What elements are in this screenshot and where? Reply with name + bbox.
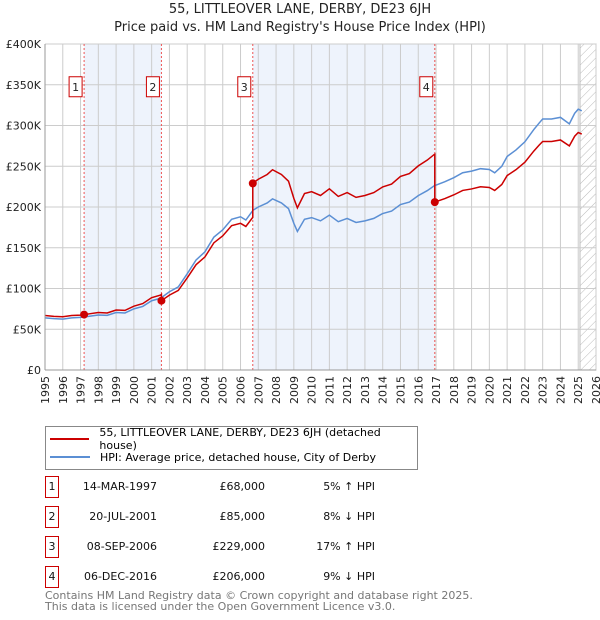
sale-label-box [68, 76, 83, 98]
sale-marker-label: 2 [45, 506, 59, 528]
sale-label: 4 [423, 81, 430, 94]
legend-swatch-hpi [50, 456, 90, 458]
y-tick-label: £250K [6, 160, 42, 173]
sale-hpi-delta: 5% ↑ HPI [323, 480, 375, 493]
sale-label-box [145, 76, 160, 98]
sale-label: 2 [149, 81, 156, 94]
y-tick-label: £200K [6, 201, 42, 214]
x-tick-label: 2019 [466, 376, 479, 404]
legend-item-hpi: HPI: Average price, detached house, City… [50, 449, 376, 465]
sale-label-box [419, 76, 434, 98]
sale-hpi-delta: 8% ↓ HPI [323, 510, 375, 523]
sale-point [80, 310, 89, 319]
x-tick-label: 1996 [57, 376, 70, 404]
sale-point [430, 198, 439, 207]
x-tick-label: 2016 [412, 376, 425, 404]
x-tick-label: 2004 [199, 376, 212, 404]
sale-price: £85,000 [219, 510, 266, 523]
legend-label-hpi: HPI: Average price, detached house, City… [100, 450, 377, 464]
sale-price: £68,000 [219, 480, 266, 493]
sale-label: 1 [72, 81, 79, 94]
attribution: Contains HM Land Registry data © Crown c… [45, 590, 473, 612]
y-tick-label: £350K [6, 79, 42, 92]
sale-point [248, 179, 257, 188]
x-tick-label: 2021 [501, 376, 514, 404]
x-tick-label: 2024 [554, 376, 567, 404]
x-tick-label: 2003 [181, 376, 194, 404]
sale-point [157, 296, 166, 305]
legend-swatch-price [50, 438, 90, 440]
attribution-line-1: Contains HM Land Registry data © Crown c… [45, 589, 473, 602]
x-tick-label: 2008 [270, 376, 283, 404]
y-tick-label: £100K [6, 283, 42, 296]
x-tick-label: 2015 [394, 376, 407, 404]
x-tick-label: 1999 [110, 376, 123, 404]
x-tick-label: 2018 [448, 376, 461, 404]
x-tick-label: 2009 [288, 376, 301, 404]
x-tick-label: 2020 [483, 376, 496, 404]
sale-marker-label: 4 [45, 566, 59, 588]
x-tick-label: 2002 [163, 376, 176, 404]
x-tick-label: 2026 [590, 376, 600, 404]
sale-hpi-delta: 9% ↓ HPI [323, 570, 375, 583]
sale-row: 1 14-MAR-1997 £68,000 5% ↑ HPI [45, 476, 375, 498]
x-tick-label: 1997 [75, 376, 88, 404]
x-tick-label: 2023 [537, 376, 550, 404]
sale-row: 2 20-JUL-2001 £85,000 8% ↓ HPI [45, 506, 375, 528]
x-tick-label: 2005 [217, 376, 230, 404]
attribution-line-2: This data is licensed under the Open Gov… [45, 600, 396, 613]
x-tick-label: 2001 [146, 376, 159, 404]
x-tick-label: 2025 [572, 376, 585, 404]
sale-label: 3 [241, 81, 248, 94]
x-tick-label: 2007 [252, 376, 265, 404]
sale-row: 3 08-SEP-2006 £229,000 17% ↑ HPI [45, 536, 375, 558]
x-tick-label: 2012 [341, 376, 354, 404]
y-tick-label: £0 [27, 364, 41, 377]
x-tick-label: 2000 [128, 376, 141, 404]
price-chart: 1995 1996 1997 1998 1999 2000 2001 2002 2003 2004… [6, 38, 600, 404]
sale-row: 4 06-DEC-2016 £206,000 9% ↓ HPI [45, 566, 375, 588]
sale-date: 20-JUL-2001 [89, 510, 157, 523]
sale-marker-label: 3 [45, 536, 59, 558]
sale-date: 06-DEC-2016 [83, 570, 157, 583]
y-tick-label: £400K [6, 38, 42, 51]
x-tick-label: 2022 [519, 376, 532, 404]
sale-hpi-delta: 17% ↑ HPI [316, 540, 375, 553]
legend: 55, LITTLEOVER LANE, DERBY, DE23 6JH (de… [45, 426, 418, 470]
sale-price: £229,000 [212, 540, 266, 553]
sale-label-box [237, 76, 252, 98]
legend-item-price: 55, LITTLEOVER LANE, DERBY, DE23 6JH (de… [50, 426, 417, 452]
chart-title: 55, LITTLEOVER LANE, DERBY, DE23 6JH [168, 2, 432, 17]
sale-date: 08-SEP-2006 [86, 540, 157, 553]
x-tick-label: 1995 [39, 376, 52, 404]
hpi-line [44, 108, 583, 320]
x-tick-label: 2010 [306, 376, 319, 404]
x-tick-label: 2014 [377, 376, 390, 404]
x-tick-label: 2011 [323, 376, 336, 404]
x-tick-label: 1998 [92, 376, 105, 404]
x-tick-label: 2006 [235, 376, 248, 404]
x-tick-label: 2013 [359, 376, 372, 404]
sale-date: 14-MAR-1997 [82, 480, 157, 493]
x-tick-label: 2017 [430, 376, 443, 404]
y-tick-label: £300K [6, 120, 42, 133]
y-tick-label: £50K [13, 323, 42, 336]
legend-label-price: 55, LITTLEOVER LANE, DERBY, DE23 6JH (de… [99, 426, 381, 452]
y-tick-label: £150K [6, 242, 42, 255]
sale-marker-label: 1 [45, 476, 59, 498]
chart-subtitle: Price paid vs. HM Land Registry's House … [114, 20, 486, 35]
sale-price: £206,000 [212, 570, 266, 583]
price-paid-line [44, 131, 583, 318]
